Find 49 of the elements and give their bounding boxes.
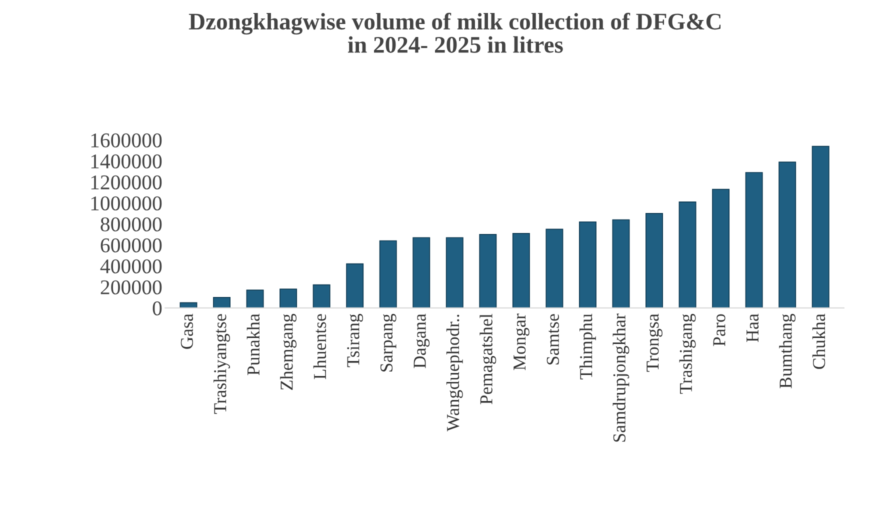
- bar: [412, 237, 430, 308]
- y-tick-label: 400000: [100, 259, 162, 274]
- bar: [546, 228, 564, 308]
- x-tick-label: Samtse: [546, 314, 559, 364]
- y-tick-label: 1000000: [91, 196, 162, 210]
- x-tick-label: Paro: [713, 314, 726, 346]
- bar: [280, 288, 298, 308]
- bar: [346, 263, 364, 308]
- x-tick-label: Punakha: [246, 314, 260, 376]
- bar: [612, 219, 630, 308]
- x-tick-label: Pemagatshel: [480, 314, 496, 404]
- x-tick-label: Tsirang: [347, 314, 364, 368]
- bar: [812, 146, 830, 308]
- bar: [379, 240, 397, 308]
- y-tick-label: 600000: [100, 238, 162, 252]
- x-tick-label: Chukha: [812, 314, 826, 369]
- x-tick-label: Lhuentse: [313, 314, 326, 380]
- x-tick-label: Trashiyangtse: [214, 314, 230, 414]
- x-tick-label: Trashigang: [679, 314, 696, 394]
- y-tick-label: 1200000: [91, 175, 162, 190]
- bar: [246, 290, 264, 308]
- bar: [512, 232, 530, 308]
- x-tick-label: Gasa: [180, 314, 194, 349]
- x-tick-label: Sarpang: [380, 314, 396, 372]
- x-tick-label: Mongar: [514, 314, 530, 370]
- bar: [213, 297, 230, 308]
- y-tick-label: 1600000: [91, 133, 162, 148]
- x-tick-label: Dagana: [414, 314, 430, 368]
- bar: [745, 172, 763, 308]
- bar: [312, 284, 330, 308]
- x-tick-label: Zhemgang: [280, 314, 297, 390]
- x-tick-label: Trongsa: [646, 314, 662, 372]
- bar: [479, 234, 497, 308]
- x-tick-label: Haa: [746, 314, 759, 342]
- x-tick-label: Bumthang: [779, 314, 796, 388]
- chart-title: Dzongkhagwise volume of milk collection of DFG&C in 2024- 2025 in litres: [188, 12, 721, 53]
- y-tick-label: 0: [152, 301, 162, 316]
- bar: [646, 213, 663, 308]
- bar: [578, 221, 596, 308]
- x-tick-label: Samdrupjongkhar: [612, 314, 630, 442]
- bar: [446, 237, 464, 308]
- bar: [778, 162, 796, 308]
- y-tick-label: 200000: [100, 280, 162, 294]
- x-tick-label: Thimphu: [580, 314, 596, 380]
- y-tick-label: 800000: [100, 217, 162, 232]
- bar: [678, 201, 696, 308]
- y-tick-label: 1400000: [91, 154, 162, 168]
- x-tick-label: Wangduephodr..: [446, 314, 463, 432]
- bar: [712, 188, 730, 308]
